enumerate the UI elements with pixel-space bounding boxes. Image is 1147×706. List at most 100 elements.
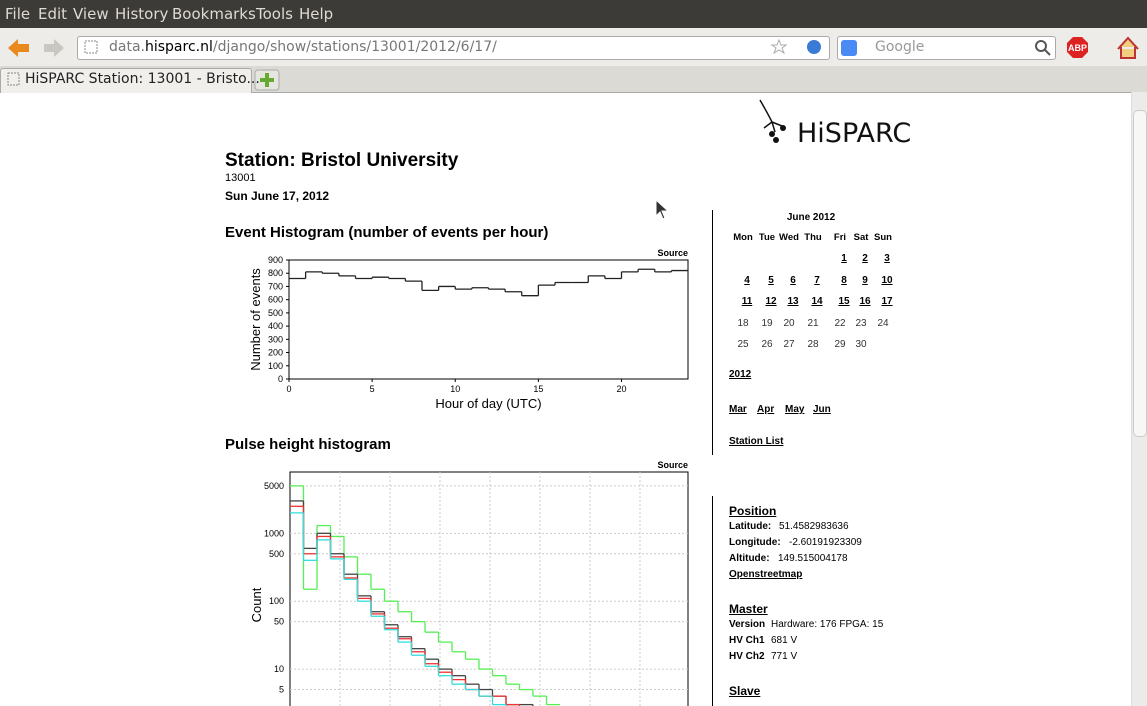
- day-link[interactable]: 14: [811, 296, 823, 307]
- home-button[interactable]: [1117, 36, 1139, 59]
- month-link[interactable]: Apr: [757, 404, 775, 415]
- forward-button[interactable]: [44, 39, 64, 57]
- bookmark-star[interactable]: [770, 38, 788, 55]
- y-tick-label: 500: [268, 308, 283, 318]
- y-tick-label: 700: [268, 281, 283, 291]
- new-tab-plus: [260, 73, 274, 87]
- url-part[interactable]: data.: [109, 39, 145, 55]
- adblock-button[interactable]: [1067, 37, 1088, 58]
- url-part[interactable]: hisparc.nl: [144, 39, 213, 55]
- menu-item[interactable]: Edit: [38, 5, 68, 23]
- weekday: Sat: [853, 232, 869, 243]
- menu-item[interactable]: Bookmarks: [172, 5, 256, 23]
- step-riser: [302, 512, 507, 706]
- day-link[interactable]: 6: [790, 275, 796, 286]
- y-tick-label: 200: [268, 348, 283, 358]
- info-label: HV Ch2: [729, 651, 765, 662]
- y-tick-label: 900: [268, 255, 283, 265]
- info-value: 51.4582983636: [779, 521, 849, 532]
- info-label: Latitude:: [729, 521, 772, 532]
- site-icon: [84, 40, 98, 54]
- url-part[interactable]: /django/show/stations/13001/2012/6/17/: [212, 39, 497, 55]
- tab-title[interactable]: HiSPARC Station: 13001 - Bristo...: [25, 71, 260, 87]
- menu-item[interactable]: View: [73, 5, 109, 23]
- adblock-label: ABP: [1068, 43, 1087, 53]
- day-link[interactable]: 12: [765, 296, 777, 307]
- y-tick-label: 400: [268, 321, 283, 331]
- day-link[interactable]: 10: [881, 275, 893, 286]
- openstreetmap-link[interactable]: Openstreetmap: [729, 569, 803, 580]
- day-link[interactable]: 1: [841, 253, 847, 264]
- source-link[interactable]: Source: [657, 460, 688, 470]
- search-handle: [1044, 49, 1051, 56]
- weekday: Sun: [874, 232, 892, 243]
- y-tick-label: 50: [274, 617, 284, 627]
- day-link[interactable]: 16: [859, 296, 871, 307]
- menu-item[interactable]: History: [115, 5, 169, 23]
- day: 25: [737, 339, 749, 350]
- day: 24: [877, 318, 889, 329]
- y-tick-label: 5: [279, 685, 284, 695]
- day: 28: [807, 339, 819, 350]
- weekday: Wed: [779, 232, 799, 243]
- day-link[interactable]: 3: [884, 253, 890, 264]
- day: 30: [855, 339, 867, 350]
- day: 19: [761, 318, 773, 329]
- master-heading: Master: [729, 602, 768, 616]
- logo-dot: [769, 131, 775, 137]
- back-button[interactable]: [8, 39, 29, 57]
- day-link[interactable]: 2: [862, 253, 868, 264]
- x-tick-label: 15: [533, 384, 543, 394]
- x-axis-label: Hour of day (UTC): [435, 396, 541, 411]
- station-number: 13001: [225, 172, 256, 184]
- month-link[interactable]: Mar: [729, 404, 747, 415]
- url-text[interactable]: data.hisparc.nl/django/show/stations/130…: [109, 39, 497, 55]
- date: Sun June 17, 2012: [225, 189, 330, 203]
- y-tick-label: 300: [268, 334, 283, 344]
- day-link[interactable]: 11: [741, 296, 753, 307]
- day-link[interactable]: 15: [838, 296, 850, 307]
- day: 20: [783, 318, 795, 329]
- logo-mark: [759, 99, 783, 133]
- logo-dot: [773, 137, 779, 143]
- search-box[interactable]: [837, 36, 1056, 60]
- x-tick-label: 10: [450, 384, 460, 394]
- station-list-link[interactable]: Station List: [729, 436, 784, 447]
- day-link[interactable]: 17: [881, 296, 893, 307]
- y-tick-label: 5000: [264, 481, 284, 491]
- url-box[interactable]: [77, 36, 830, 60]
- chart-title: Pulse height histogram: [225, 436, 391, 453]
- day-link[interactable]: 9: [862, 275, 868, 286]
- year-link[interactable]: 2012: [729, 369, 752, 380]
- day: 21: [807, 318, 819, 329]
- menu-item[interactable]: Tools: [256, 5, 293, 23]
- menu-item[interactable]: File: [5, 5, 31, 23]
- day-link[interactable]: 13: [787, 296, 799, 307]
- y-tick-label: 10: [274, 664, 284, 674]
- tab[interactable]: [0, 68, 252, 93]
- search-button[interactable]: [1035, 40, 1047, 52]
- search-engine-icon[interactable]: [841, 40, 857, 56]
- menu-item[interactable]: Help: [299, 5, 334, 23]
- logo-text: HiSPARC: [797, 118, 912, 149]
- source-link[interactable]: Source: [657, 248, 688, 258]
- search-placeholder[interactable]: Google: [875, 39, 925, 55]
- y-axis-label: Count: [249, 587, 264, 622]
- day-link[interactable]: 4: [744, 275, 750, 286]
- info-value: -2.60191923309: [789, 537, 862, 548]
- plot-area: [288, 259, 689, 380]
- day-link[interactable]: 5: [768, 275, 774, 286]
- reload-button[interactable]: [807, 40, 821, 54]
- y-tick-label: 1000: [264, 528, 284, 538]
- info-value: 771 V: [771, 651, 798, 662]
- day-link[interactable]: 8: [841, 275, 847, 286]
- info-label: Longitude:: [729, 537, 781, 548]
- y-tick-label: 0: [278, 374, 283, 384]
- y-tick-label: 100: [269, 596, 284, 606]
- day: 29: [834, 339, 846, 350]
- day-link[interactable]: 7: [814, 275, 820, 286]
- day: 22: [834, 318, 846, 329]
- month-link[interactable]: Jun: [813, 404, 831, 415]
- month-link[interactable]: May: [785, 404, 805, 415]
